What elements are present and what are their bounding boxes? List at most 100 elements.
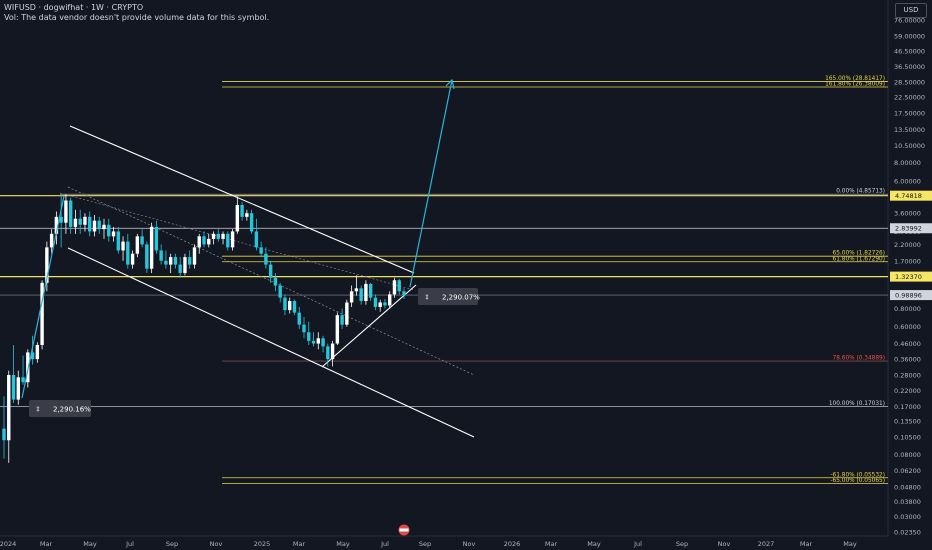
y-tick-label: 0.02350 xyxy=(894,529,921,537)
fib-level-label: -65.00% (0.05065) xyxy=(830,478,885,484)
candle-body xyxy=(378,302,382,307)
candle-body xyxy=(107,224,111,237)
measurement-box xyxy=(29,400,91,417)
candle-body xyxy=(140,236,144,245)
fib-level-label: 65.00% (1.82726) xyxy=(833,251,885,257)
candle-body xyxy=(35,344,40,360)
y-tick-label: 0.03000 xyxy=(894,513,921,521)
candle-body xyxy=(264,253,268,265)
candle-body xyxy=(273,277,278,286)
channel-mid-line xyxy=(67,186,475,376)
candle-body xyxy=(340,315,344,325)
candle-body xyxy=(245,213,249,217)
price-tag-box xyxy=(890,271,932,282)
currency-button[interactable]: USD xyxy=(895,3,927,18)
y-tick-label: 1.70000 xyxy=(894,257,921,265)
candle-body xyxy=(249,213,254,232)
candle-body xyxy=(383,302,387,306)
candle-body xyxy=(326,346,330,360)
candle-body xyxy=(311,340,316,344)
y-tick-label: 0.13500 xyxy=(894,418,921,426)
candle-body xyxy=(321,338,325,347)
measurement-value: 2,290.16% xyxy=(53,406,91,414)
candle-body xyxy=(121,241,125,251)
candle-body xyxy=(297,312,301,325)
candle-body xyxy=(292,301,297,313)
candle-body xyxy=(240,204,244,217)
x-tick-label: Jul xyxy=(125,540,134,548)
symbol-title: WIFUSD · dogwifhat · 1W · CRYPTO xyxy=(4,3,144,12)
event-badge-bar xyxy=(399,528,409,532)
x-tick-label: May xyxy=(587,540,601,548)
candle-body xyxy=(392,280,397,295)
y-tick-label: 13.50000 xyxy=(894,126,925,134)
y-tick-label: 0.04800 xyxy=(894,483,921,491)
candle-body xyxy=(130,253,135,265)
measure-icon: ⇕ xyxy=(424,294,430,302)
x-tick-label: Jul xyxy=(380,540,389,548)
projection-arrow-head xyxy=(445,78,455,90)
price-tag-label: 2.83992 xyxy=(895,225,922,233)
candle-body xyxy=(21,377,25,383)
candle-body xyxy=(254,231,259,248)
candle-body xyxy=(354,288,359,292)
y-tick-label: 17.50000 xyxy=(894,110,925,118)
candle-body xyxy=(64,200,68,223)
candle-body xyxy=(402,291,406,296)
candle-body xyxy=(364,283,368,302)
x-tick-label: Sep xyxy=(676,540,688,548)
channel-upper-line xyxy=(69,125,415,274)
y-tick-label: 0.60000 xyxy=(894,323,921,331)
candle-body xyxy=(173,257,178,265)
candle-body xyxy=(145,244,149,269)
candle-body xyxy=(230,231,235,248)
candle-body xyxy=(330,343,335,360)
x-tick-label: 2026 xyxy=(504,540,521,548)
candle-body xyxy=(149,226,154,269)
candle-body xyxy=(2,428,6,441)
measure-icon: ⇕ xyxy=(35,406,41,414)
candle-body xyxy=(397,280,401,292)
price-tag-label: 0.98896 xyxy=(895,292,922,300)
candle-body xyxy=(83,216,87,225)
candle-body xyxy=(102,224,106,230)
measurement-label: ⇕ 2,290.16% xyxy=(29,400,91,417)
candle-body xyxy=(216,233,220,239)
x-tick-label: 2025 xyxy=(254,540,271,548)
measurement-value: 2,290.07% xyxy=(442,294,480,302)
x-tick-label: Mar xyxy=(800,540,813,548)
x-tick-label: May xyxy=(336,540,350,548)
fib-level-label: 0.00% (4.85713) xyxy=(836,189,885,195)
x-tick-label: Mar xyxy=(40,540,53,548)
x-tick-label: May xyxy=(843,540,857,548)
y-tick-label: 0.46000 xyxy=(894,340,921,348)
candle-body xyxy=(88,216,92,232)
candle-body xyxy=(211,233,216,239)
y-tick-label: 76.00000 xyxy=(894,17,925,25)
candle-body xyxy=(221,233,225,239)
price-tag-box xyxy=(890,190,932,201)
price-tag-label: 1.32370 xyxy=(895,273,922,281)
x-tick-label: Mar xyxy=(293,540,306,548)
candle-body xyxy=(368,283,373,298)
y-tick-label: 28.50000 xyxy=(894,79,925,87)
channel-mid-line xyxy=(59,192,415,291)
y-tick-label: 0.36000 xyxy=(894,356,921,364)
x-tick-label: 2027 xyxy=(758,540,775,548)
x-tick-label: Nov xyxy=(463,540,476,548)
candle-body xyxy=(283,297,287,311)
candle-body xyxy=(126,241,130,265)
y-tick-label: 46.50000 xyxy=(894,48,925,56)
candle-body xyxy=(226,233,230,248)
candle-body xyxy=(188,257,192,265)
y-tick-label: 0.06200 xyxy=(894,467,921,475)
measurement-label: ⇕ 2,290.07% xyxy=(418,288,480,305)
volume-note: Vol: The data vendor doesn't provide vol… xyxy=(4,13,270,22)
candle-body xyxy=(7,375,11,441)
candle-body xyxy=(207,238,211,245)
x-tick-label: Jul xyxy=(633,540,642,548)
candle-body xyxy=(307,332,311,341)
y-tick-label: 0.28000 xyxy=(894,372,921,380)
candle-body xyxy=(288,301,292,311)
